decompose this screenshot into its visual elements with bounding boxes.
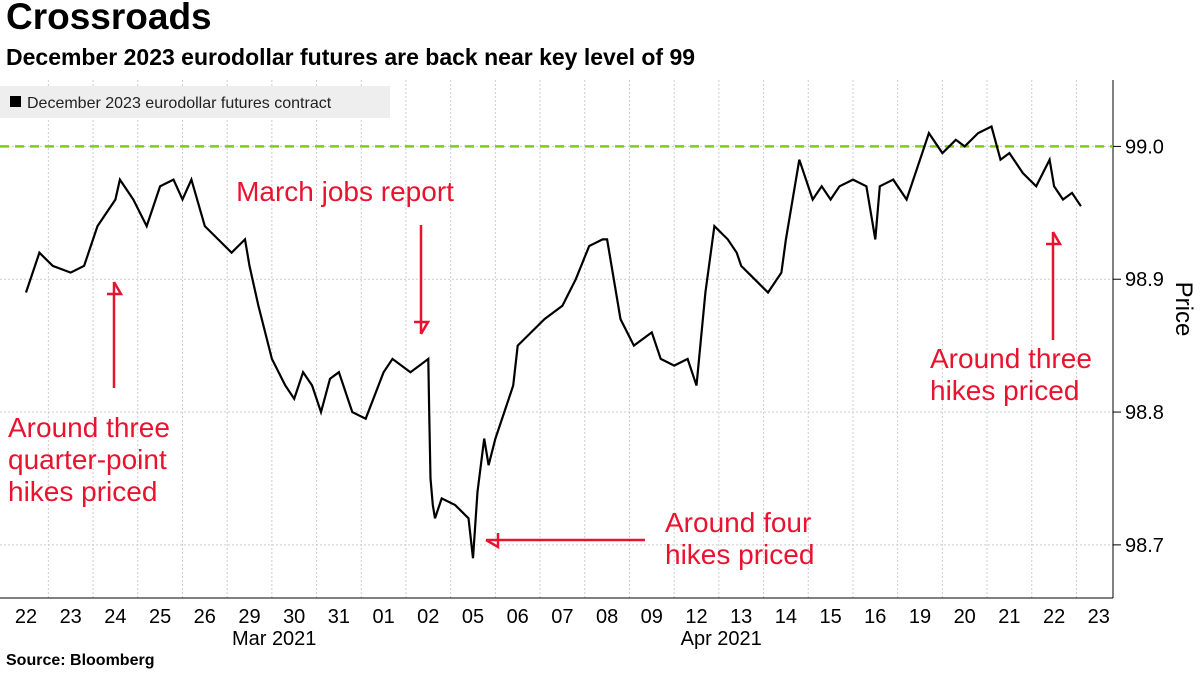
x-month-label: Apr 2021 bbox=[681, 628, 762, 650]
x-tick-label: 07 bbox=[551, 606, 573, 628]
x-tick-label: 20 bbox=[954, 606, 976, 628]
x-tick-label: 30 bbox=[283, 606, 305, 628]
y-axis-title: Price bbox=[1170, 282, 1197, 337]
x-tick-label: 09 bbox=[641, 606, 663, 628]
annotation-three-hikes: Around three bbox=[930, 343, 1092, 374]
x-tick-label: 15 bbox=[819, 606, 841, 628]
x-tick-label: 02 bbox=[417, 606, 439, 628]
x-tick-label: 08 bbox=[596, 606, 618, 628]
y-tick-label: 98.8 bbox=[1125, 402, 1164, 424]
x-tick-label: 19 bbox=[909, 606, 931, 628]
x-tick-label: 13 bbox=[730, 606, 752, 628]
x-tick-label: 24 bbox=[104, 606, 126, 628]
x-tick-label: 23 bbox=[1088, 606, 1110, 628]
annotation-three-hikes: hikes priced bbox=[930, 375, 1079, 406]
series-line bbox=[24, 124, 1082, 559]
x-tick-label: 21 bbox=[998, 606, 1020, 628]
source-note: Source: Bloomberg bbox=[6, 652, 155, 669]
x-tick-label: 22 bbox=[1043, 606, 1065, 628]
x-tick-label: 31 bbox=[328, 606, 350, 628]
annotation-arrow-head bbox=[485, 533, 500, 550]
chart-title: Crossroads bbox=[6, 0, 212, 37]
x-tick-label: 16 bbox=[864, 606, 886, 628]
annotation-three-quarter-point: hikes priced bbox=[8, 476, 157, 507]
x-tick-label: 06 bbox=[507, 606, 529, 628]
annotation-three-quarter-point: Around three bbox=[8, 412, 170, 443]
annotation-march-jobs-report: March jobs report bbox=[236, 176, 454, 207]
x-tick-label: 12 bbox=[685, 606, 707, 628]
annotation-arrow-head bbox=[414, 320, 431, 335]
x-tick-label: 14 bbox=[775, 606, 797, 628]
x-tick-label: 05 bbox=[462, 606, 484, 628]
legend-swatch bbox=[10, 96, 21, 107]
x-tick-label: 23 bbox=[60, 606, 82, 628]
y-tick-label: 99.0 bbox=[1125, 136, 1164, 158]
x-tick-label: 29 bbox=[238, 606, 260, 628]
legend-box bbox=[0, 86, 390, 118]
x-month-label: Mar 2021 bbox=[232, 628, 317, 650]
x-tick-label: 25 bbox=[149, 606, 171, 628]
chart-subtitle: December 2023 eurodollar futures are bac… bbox=[6, 44, 696, 70]
y-tick-label: 98.7 bbox=[1125, 535, 1164, 557]
annotation-arrow-head bbox=[1046, 231, 1063, 246]
annotation-arrow-head bbox=[107, 281, 124, 296]
annotation-four-hikes: hikes priced bbox=[665, 539, 814, 570]
annotation-four-hikes: Around four bbox=[665, 507, 811, 538]
annotation-three-quarter-point: quarter-point bbox=[8, 444, 167, 475]
y-tick-label: 98.9 bbox=[1125, 269, 1164, 291]
legend-label: December 2023 eurodollar futures contrac… bbox=[27, 95, 332, 112]
x-tick-label: 22 bbox=[15, 606, 37, 628]
x-tick-label: 01 bbox=[372, 606, 394, 628]
x-tick-label: 26 bbox=[194, 606, 216, 628]
